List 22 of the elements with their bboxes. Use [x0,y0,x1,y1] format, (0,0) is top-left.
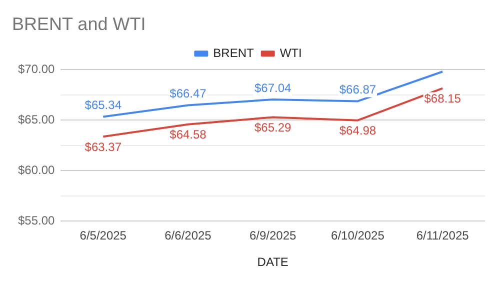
x-tick-label: 6/10/2025 [331,228,385,243]
data-label: $67.04 [254,80,292,95]
data-label: $65.29 [254,120,292,135]
data-label: $63.37 [84,140,122,154]
data-label: $64.58 [170,128,207,142]
y-tick-label: $70.00 [18,62,56,76]
chart-title: BRENT and WTI [12,14,146,34]
y-tick-label: $55.00 [18,214,56,228]
x-tick-label: 6/11/2025 [416,228,470,243]
y-tick-label: $60.00 [18,162,56,177]
data-label: $66.87 [339,82,376,97]
legend-label: BRENT [213,46,255,60]
data-label: $68.15 [424,92,462,106]
data-label: $66.47 [170,86,207,101]
data-label: $65.34 [84,98,122,112]
data-label: $64.98 [339,124,376,138]
legend-label: WTI [280,46,302,60]
x-tick-label: 6/6/2025 [164,228,212,243]
x-axis-title: DATE [257,255,288,270]
y-tick-label: $65.00 [18,112,56,126]
x-tick-label: 6/9/2025 [249,228,297,243]
x-tick-label: 6/5/2025 [80,228,127,243]
